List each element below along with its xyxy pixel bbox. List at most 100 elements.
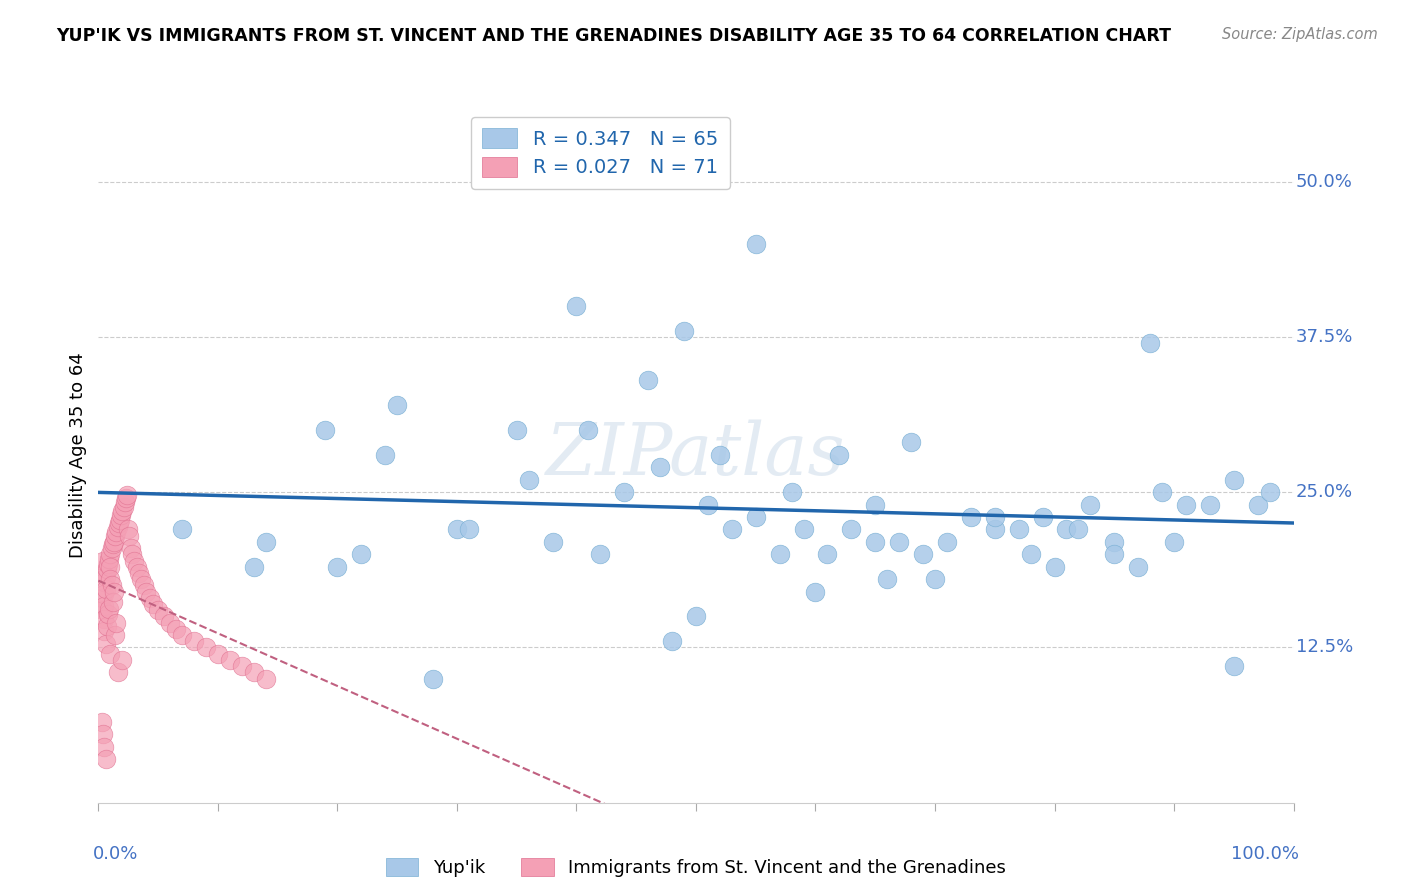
Legend: Yup'ik, Immigrants from St. Vincent and the Grenadines: Yup'ik, Immigrants from St. Vincent and … (378, 850, 1014, 884)
Point (98, 602, 121, 616)
Point (101, 537, 124, 551)
Point (91, 603, 114, 617)
Point (172, 628, 194, 642)
Point (1054, 523, 1078, 537)
Point (111, 653, 134, 667)
Point (153, 609, 176, 624)
Point (1198, 498, 1220, 512)
Point (876, 572, 898, 586)
Point (1032, 510, 1054, 524)
Point (589, 547, 612, 561)
Point (254, 672, 277, 686)
Point (983, 523, 1005, 537)
Point (697, 498, 720, 512)
Point (165, 622, 187, 636)
Point (183, 634, 205, 648)
Point (1139, 336, 1161, 351)
Point (93, 587, 115, 601)
Point (911, 547, 934, 561)
Point (159, 615, 181, 630)
Point (1150, 485, 1173, 500)
Point (94, 637, 117, 651)
Point (194, 640, 217, 655)
Point (458, 523, 481, 537)
Point (98, 647, 122, 661)
Point (148, 603, 170, 617)
Y-axis label: Disability Age 35 to 64: Disability Age 35 to 64 (69, 352, 87, 558)
Point (91, 553, 114, 567)
Point (1043, 559, 1066, 574)
Point (172, 523, 194, 537)
Point (103, 535, 125, 549)
Point (254, 535, 277, 549)
Point (231, 659, 253, 673)
Point (94, 582, 117, 596)
Point (350, 547, 373, 561)
Point (541, 535, 564, 549)
Point (135, 584, 157, 599)
Point (107, 516, 129, 531)
Point (94, 570, 117, 584)
Point (105, 615, 128, 630)
Point (889, 535, 911, 549)
Point (385, 398, 409, 412)
Point (709, 448, 731, 462)
Point (863, 535, 886, 549)
Point (103, 584, 125, 599)
Point (94, 752, 117, 766)
Point (91, 727, 114, 741)
Point (1175, 498, 1198, 512)
Point (115, 488, 138, 502)
Point (1222, 659, 1246, 673)
Text: 25.0%: 25.0% (1296, 483, 1353, 501)
Point (98, 572, 122, 586)
Point (815, 547, 838, 561)
Text: ZIPatlas: ZIPatlas (546, 419, 846, 491)
Point (100, 578, 122, 592)
Point (1067, 523, 1090, 537)
Point (446, 523, 468, 537)
Point (637, 373, 659, 387)
Point (142, 597, 165, 611)
Point (863, 498, 886, 512)
Point (100, 541, 122, 555)
Point (661, 634, 683, 648)
Point (315, 423, 337, 437)
Point (793, 523, 815, 537)
Point (959, 510, 981, 524)
Point (98, 547, 122, 561)
Point (935, 535, 957, 549)
Text: 37.5%: 37.5% (1296, 328, 1354, 346)
Point (104, 529, 127, 543)
Point (101, 594, 124, 608)
Point (117, 523, 139, 537)
Point (1007, 523, 1029, 537)
Point (110, 508, 132, 522)
Point (685, 609, 707, 624)
Point (721, 523, 744, 537)
Point (93, 739, 115, 754)
Point (1128, 559, 1150, 574)
Point (924, 572, 946, 586)
Point (576, 423, 599, 437)
Point (97, 607, 120, 621)
Point (1102, 535, 1125, 549)
Point (506, 423, 529, 437)
Point (132, 578, 155, 592)
Point (93, 574, 115, 589)
Point (1102, 547, 1125, 561)
Point (517, 473, 540, 487)
Text: YUP'IK VS IMMIGRANTS FROM ST. VINCENT AND THE GRENADINES DISABILITY AGE 35 TO 64: YUP'IK VS IMMIGRANTS FROM ST. VINCENT AN… (56, 27, 1171, 45)
Point (111, 504, 134, 518)
Point (96, 562, 118, 576)
Point (1163, 535, 1185, 549)
Point (125, 559, 148, 574)
Point (124, 553, 146, 567)
Point (131, 572, 153, 586)
Point (98, 552, 121, 566)
Point (219, 653, 242, 667)
Point (1222, 473, 1246, 487)
Point (107, 665, 129, 680)
Point (107, 520, 129, 534)
Point (900, 435, 922, 450)
